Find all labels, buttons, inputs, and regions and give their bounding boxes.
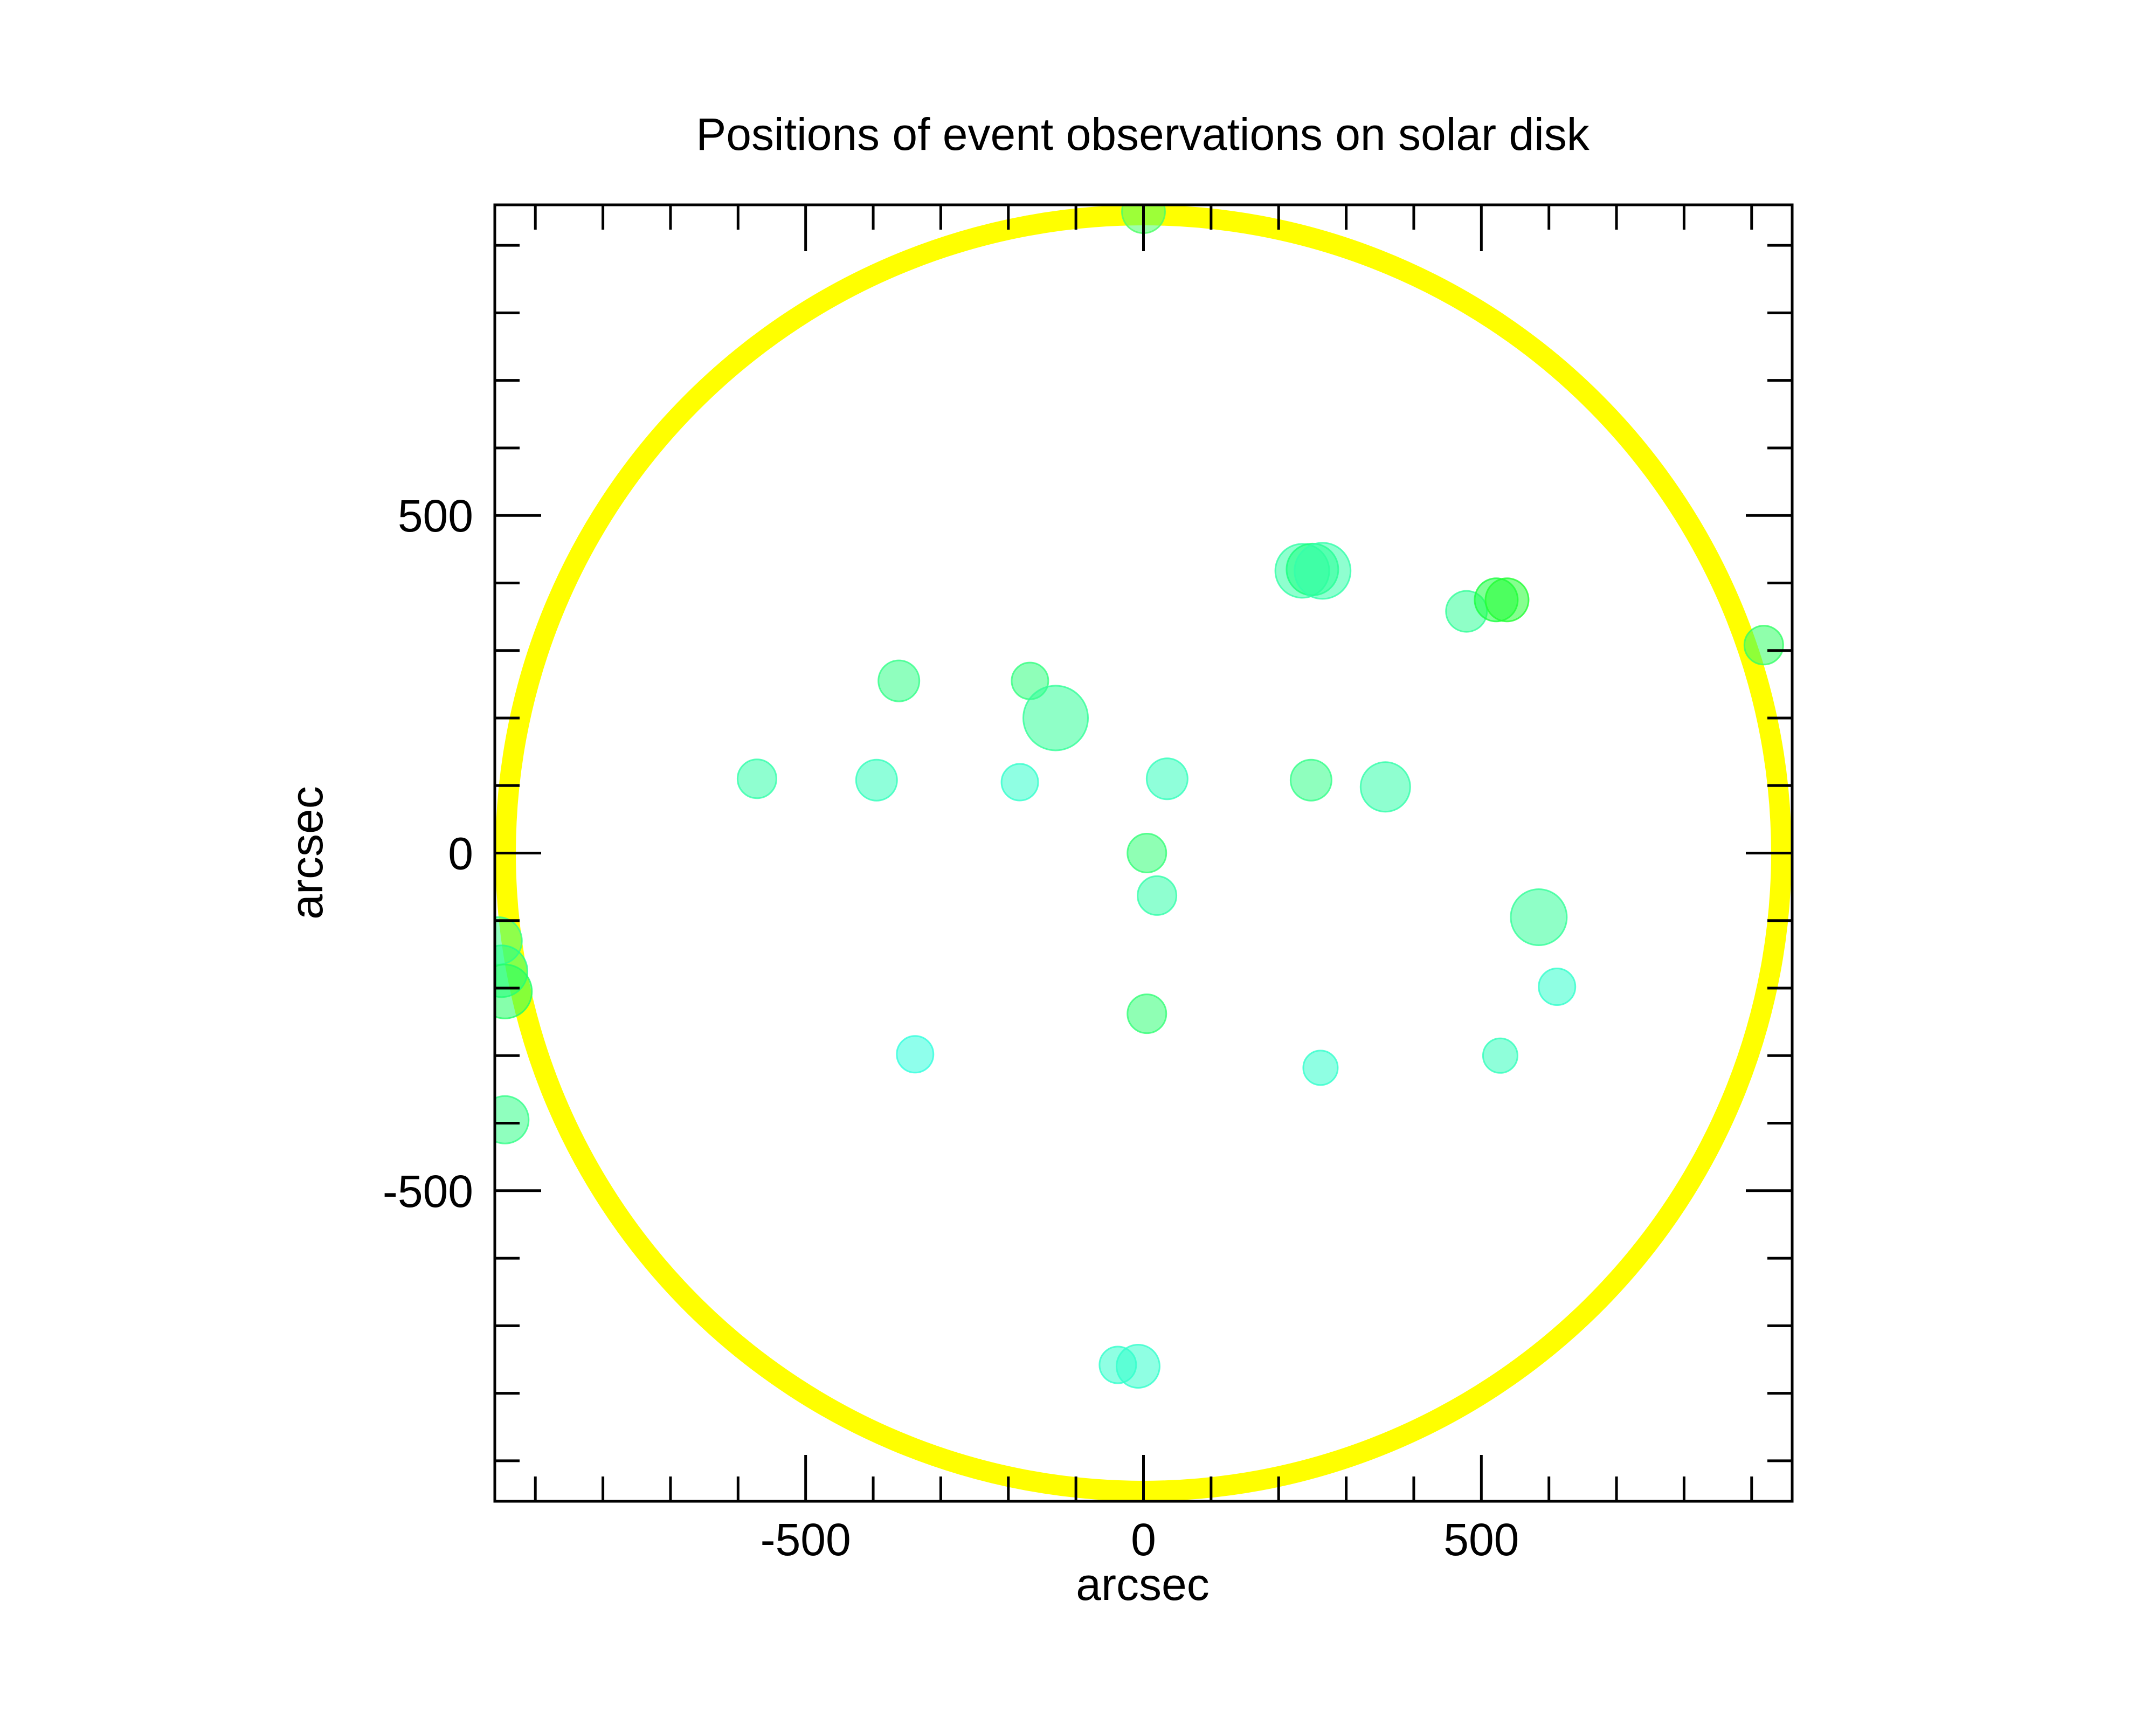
data-point [1289, 758, 1332, 802]
data-point [1482, 1037, 1518, 1074]
x-tick-label: 500 [1443, 1514, 1519, 1565]
data-point [896, 1035, 935, 1074]
data-point [1484, 577, 1530, 623]
data-point [1127, 833, 1167, 873]
x-tick-label: 0 [1131, 1514, 1156, 1565]
y-axis-label: arcsec [281, 786, 332, 919]
chart-title: Positions of event observations on solar… [696, 109, 1590, 160]
x-axis-label: arcsec [1076, 1559, 1209, 1610]
data-point [1294, 542, 1352, 600]
data-point [1145, 757, 1188, 801]
y-tick-label: -500 [383, 1166, 473, 1217]
data-point [1115, 1343, 1160, 1389]
data-point [1127, 993, 1167, 1034]
y-tick-label: 0 [448, 829, 473, 879]
tick-labels-layer: -500 0 500 -500 0 500 [383, 491, 1519, 1565]
plot-area [495, 205, 1792, 1501]
data-point [495, 1095, 530, 1144]
data-point [736, 758, 777, 799]
data-point [1538, 968, 1577, 1006]
ticks-layer [495, 205, 1792, 1501]
data-point [1137, 875, 1178, 916]
data-point [1359, 761, 1411, 813]
data-point [855, 758, 898, 802]
data-point [1510, 888, 1568, 946]
data-point [1022, 685, 1089, 751]
points-layer [495, 205, 1784, 1389]
data-point [1302, 1050, 1339, 1086]
x-tick-label: -500 [761, 1514, 851, 1565]
y-tick-label: 500 [398, 491, 473, 541]
data-point [1743, 625, 1784, 666]
data-point [1000, 763, 1039, 802]
data-point [877, 659, 921, 702]
data-point [495, 963, 533, 1019]
